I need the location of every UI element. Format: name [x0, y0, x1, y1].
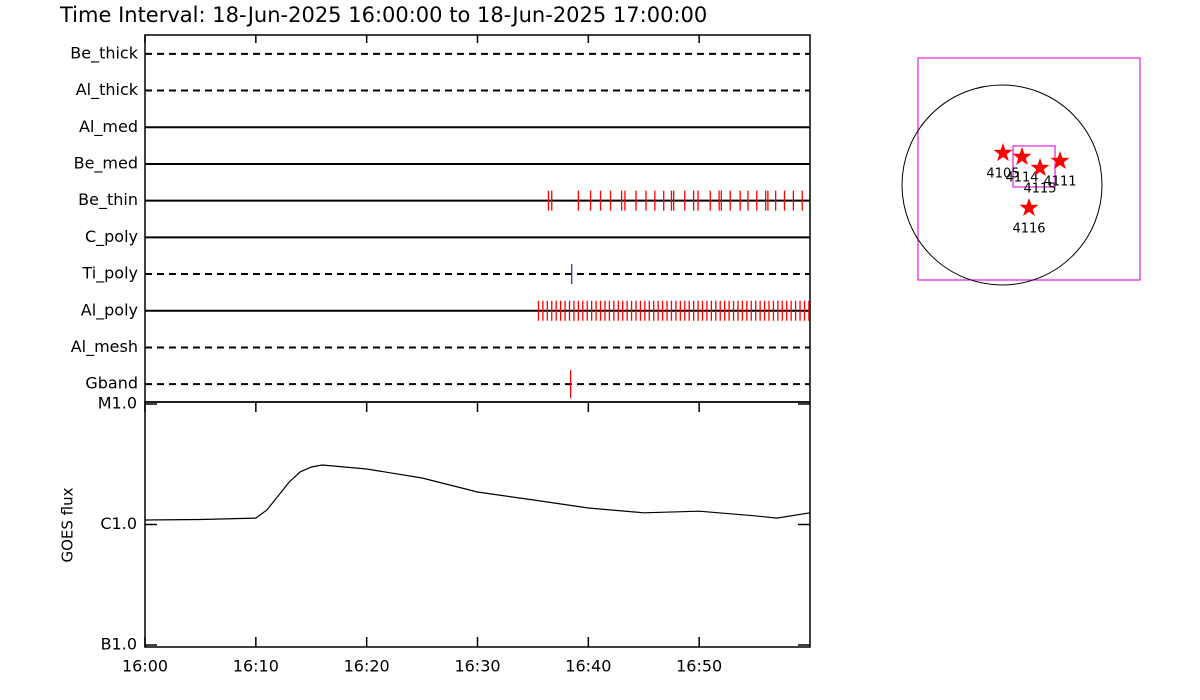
row-label: Be_thin: [78, 190, 138, 210]
row-label: Ti_poly: [81, 264, 138, 284]
region-star: [1030, 157, 1050, 176]
y-axis-label: GOES flux: [59, 487, 77, 562]
x-tick-label: 16:10: [233, 657, 279, 676]
region-label: 4111: [1043, 174, 1076, 189]
region-label: 4115: [1023, 181, 1056, 196]
y-tick-label: B1.0: [101, 635, 137, 654]
region-label: 4105: [986, 167, 1019, 182]
y-tick-label: C1.0: [100, 514, 137, 533]
row-label: Gband: [85, 374, 138, 393]
goes-frame: [144, 401, 811, 648]
x-tick-label: 16:30: [454, 657, 500, 676]
region-label: 4116: [1012, 221, 1045, 236]
chart-title: Time Interval: 18-Jun-2025 16:00:00 to 1…: [59, 3, 707, 27]
x-tick-label: 16:40: [565, 657, 611, 676]
y-tick-label: M1.0: [98, 394, 137, 413]
region-star: [993, 143, 1013, 162]
row-label: Al_med: [79, 117, 138, 137]
solar-disk: [901, 84, 1103, 286]
region-label: 4114: [1005, 170, 1038, 185]
row-label: Be_med: [74, 153, 138, 173]
row-label: Be_thick: [70, 43, 138, 63]
goes-line: [144, 464, 811, 521]
row-label: C_poly: [85, 227, 138, 247]
region-star: [1050, 151, 1070, 169]
x-tick-label: 16:20: [344, 657, 390, 676]
x-tick-label: 16:50: [676, 657, 722, 676]
map-frame: [917, 57, 1141, 281]
row-label: Al_mesh: [71, 337, 138, 357]
region-star: [1012, 146, 1032, 165]
x-tick-label: 16:00: [122, 657, 168, 676]
row-label: Al_poly: [81, 300, 138, 320]
region-star: [1019, 197, 1039, 216]
row-label: Al_thick: [76, 80, 139, 100]
